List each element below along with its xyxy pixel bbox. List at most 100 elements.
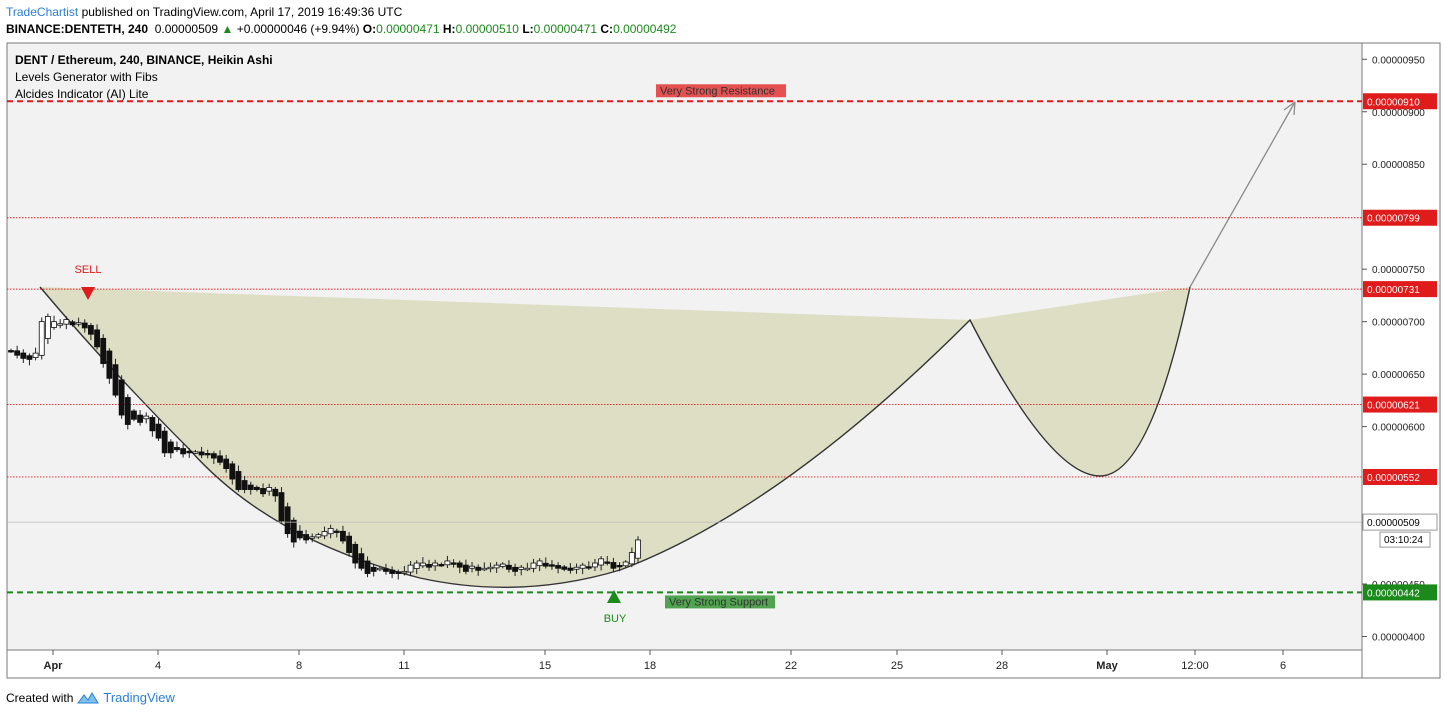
candle — [149, 415, 156, 437]
candle — [124, 394, 131, 430]
candle — [518, 564, 525, 576]
candle — [358, 547, 365, 571]
y-tick-label: 0.00000850 — [1372, 160, 1425, 171]
candle-body — [118, 379, 125, 416]
price-tags: 0.00000910 0.00000799 0.00000731 0.00000621… — [7, 93, 1438, 601]
candle-body — [462, 564, 469, 572]
tradingview-brand[interactable]: TradingView — [103, 690, 175, 705]
candle-body — [530, 562, 537, 569]
candle — [303, 529, 309, 544]
author-link[interactable]: TradeChartist — [6, 5, 79, 19]
y-tick-label: 0.00000650 — [1372, 370, 1425, 381]
candle-body — [137, 414, 143, 423]
candle-body — [518, 566, 525, 570]
candle-body — [579, 564, 586, 569]
candle — [376, 566, 383, 572]
candle — [309, 533, 316, 543]
candle — [100, 334, 107, 368]
candle-body — [524, 567, 531, 571]
candle — [88, 323, 94, 341]
candle — [106, 348, 113, 384]
candle — [395, 569, 402, 580]
level-tag-label: 0.00000731 — [1367, 285, 1420, 296]
candle — [20, 349, 27, 363]
candle — [383, 563, 389, 575]
x-tick-label: 8 — [296, 660, 302, 672]
time-ticks: Apr 4 8 11 15 18 22 25 28 May 12:00 6 — [44, 650, 1286, 672]
cup-and-handle-curve — [39, 286, 1191, 588]
candle-body — [499, 563, 506, 567]
candle-body — [272, 488, 279, 497]
candle — [598, 556, 605, 571]
candle — [253, 485, 260, 492]
candle — [192, 449, 199, 454]
candle — [542, 557, 549, 569]
candle — [456, 560, 463, 574]
level-tag-4 — [1363, 468, 1437, 485]
candle-body — [303, 534, 309, 541]
candle-body — [604, 561, 611, 564]
level-tag-1 — [1363, 209, 1437, 226]
candle-body — [81, 322, 88, 329]
high-label: H: — [442, 22, 456, 36]
candle-body — [63, 319, 70, 325]
countdown-label: 03:10:24 — [1384, 535, 1423, 546]
candle — [585, 561, 592, 571]
candle — [174, 441, 180, 453]
candle — [573, 563, 580, 574]
candle — [561, 564, 568, 572]
candle-body — [635, 539, 641, 559]
candle-body — [346, 535, 352, 553]
candle-body — [112, 364, 119, 396]
candle-body — [598, 558, 605, 566]
x-tick-label: 18 — [644, 660, 656, 672]
candle — [198, 446, 205, 459]
candle-body — [235, 471, 242, 490]
level-tag-label: 0.00000799 — [1367, 214, 1420, 225]
candle — [616, 562, 623, 572]
candle — [278, 487, 285, 524]
candle — [57, 319, 64, 329]
candle — [94, 324, 100, 350]
candle — [499, 562, 506, 569]
level-tag-label: 0.00000910 — [1367, 97, 1420, 108]
candle — [530, 558, 537, 573]
candle — [69, 319, 76, 327]
candle-body — [94, 329, 100, 348]
candle-body — [352, 543, 359, 564]
level-annotation-label: Very Strong Resistance — [660, 85, 775, 97]
sell-signal-label: SELL — [75, 264, 102, 276]
price-chart[interactable]: Very Strong Resistance Very Strong Suppor… — [0, 0, 1444, 690]
candle-body — [475, 566, 482, 571]
open-value: 0.00000471 — [376, 22, 440, 36]
candle-body — [481, 567, 488, 571]
candle — [450, 559, 457, 568]
candle-body — [389, 569, 396, 574]
price-axis[interactable] — [1361, 42, 1441, 679]
candle-body — [161, 430, 168, 454]
candle-body — [616, 564, 623, 568]
time-axis[interactable] — [6, 649, 1363, 679]
level-tag-label: 0.00000552 — [1367, 473, 1420, 484]
candle — [628, 547, 635, 568]
candle — [75, 317, 82, 327]
candle-body — [561, 566, 568, 570]
candle — [370, 564, 377, 577]
candle-body — [456, 562, 463, 568]
candle — [167, 439, 174, 459]
candle-body — [100, 337, 107, 365]
candle-body — [44, 316, 51, 339]
candle — [131, 409, 137, 422]
candle-body — [124, 397, 131, 425]
candle-body — [284, 506, 291, 535]
candle-body — [51, 321, 57, 328]
candle-body — [549, 564, 555, 567]
candle — [389, 566, 396, 579]
candle — [346, 532, 352, 557]
candle — [592, 558, 598, 572]
candle-body — [210, 453, 217, 459]
candle — [407, 560, 414, 577]
current-price-tag — [1362, 513, 1438, 531]
low-label: L: — [522, 22, 534, 36]
candle — [622, 560, 629, 568]
